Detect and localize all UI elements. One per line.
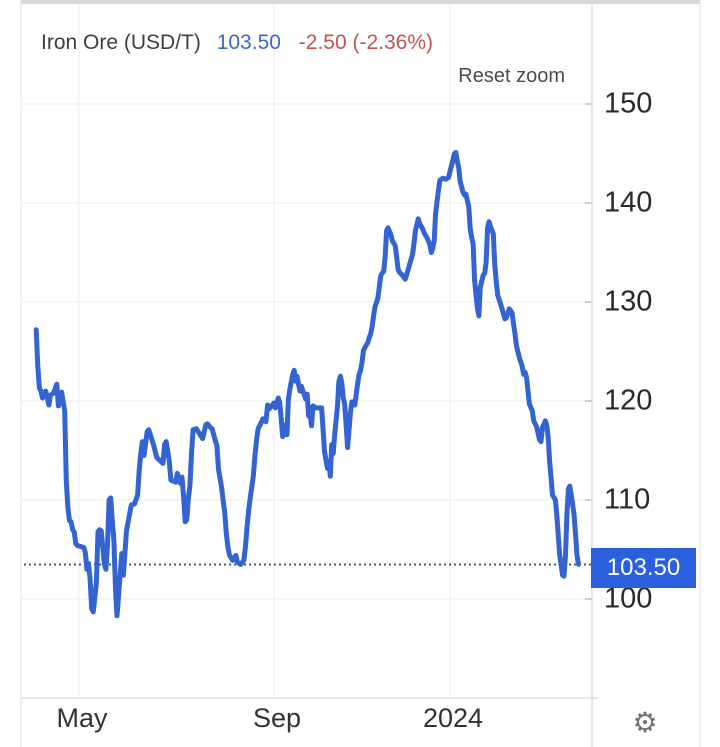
y-axis-label: 150 xyxy=(604,87,653,120)
y-axis-label: 120 xyxy=(604,384,653,417)
change-absolute: -2.50 xyxy=(298,31,347,54)
current-price-badge: 103.50 xyxy=(591,548,696,588)
y-axis-label: 110 xyxy=(604,483,651,516)
reset-zoom-button[interactable]: Reset zoom xyxy=(458,65,565,87)
x-axis-label: 2024 xyxy=(422,703,484,733)
y-axis-label: 140 xyxy=(604,186,653,219)
price-change: -2.50 (-2.36%) xyxy=(299,31,433,54)
x-axis-label: Sep xyxy=(252,703,302,733)
top-divider xyxy=(21,0,700,4)
last-price-value: 103.50 xyxy=(216,31,281,54)
change-percent: (-2.36%) xyxy=(352,31,434,54)
y-axis-label: 130 xyxy=(604,285,653,318)
x-axis-label: May xyxy=(56,703,108,733)
instrument-title: Iron Ore (USD/T) xyxy=(41,31,201,54)
price-line-series xyxy=(33,150,581,619)
chart-header: Iron Ore (USD/T) 103.50 -2.50 (-2.36%) xyxy=(41,31,433,55)
settings-gear-icon[interactable]: ⚙ xyxy=(632,706,658,738)
